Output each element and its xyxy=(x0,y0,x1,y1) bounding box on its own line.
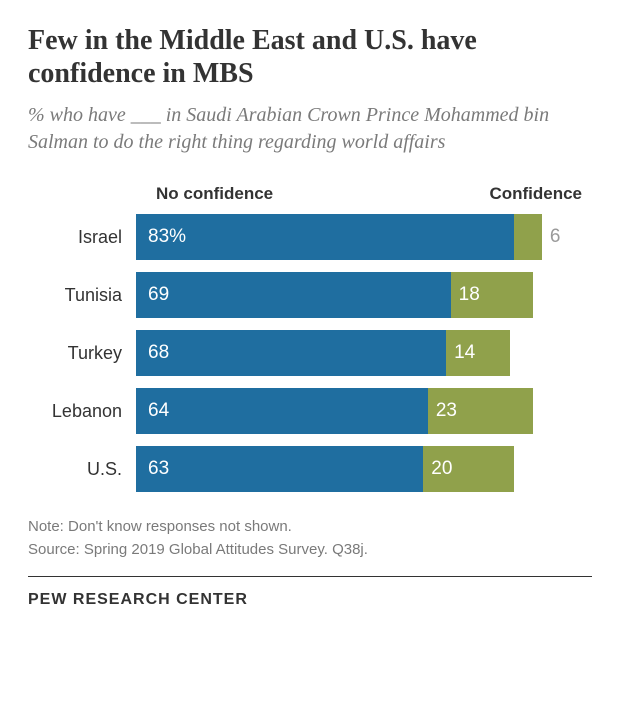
bar-row: U.S. 63 20 xyxy=(28,446,592,492)
bar-row: Israel 83% 6 xyxy=(28,214,592,260)
bar-wrap: 63 20 xyxy=(136,446,592,492)
legend-row: No confidence Confidence xyxy=(28,184,592,204)
country-label: Israel xyxy=(28,227,136,248)
bar-confidence: 23 xyxy=(428,388,533,434)
bar-wrap: 69 18 xyxy=(136,272,592,318)
bar-confidence: 18 xyxy=(451,272,533,318)
bar-no-confidence: 68 xyxy=(136,330,446,376)
confidence-value: 14 xyxy=(446,342,475,364)
chart-note: Note: Don't know responses not shown. xyxy=(28,516,592,537)
no-confidence-value: 83% xyxy=(148,226,186,248)
country-label: Lebanon xyxy=(28,401,136,422)
divider xyxy=(28,576,592,577)
country-label: Tunisia xyxy=(28,285,136,306)
bar-row: Lebanon 64 23 xyxy=(28,388,592,434)
chart-rows: Israel83%6Tunisia6918Turkey6814Lebanon64… xyxy=(28,214,592,492)
bar-wrap: 64 23 xyxy=(136,388,592,434)
no-confidence-value: 69 xyxy=(148,284,169,306)
bar-no-confidence: 69 xyxy=(136,272,451,318)
legend-confidence: Confidence xyxy=(366,184,592,204)
bar-confidence: 20 xyxy=(423,446,514,492)
no-confidence-value: 68 xyxy=(148,342,169,364)
no-confidence-value: 63 xyxy=(148,458,169,480)
chart-area: No confidence Confidence Israel 83% 6 Tunis… xyxy=(28,184,592,492)
bar-no-confidence: 63 xyxy=(136,446,423,492)
bar-no-confidence: 83% xyxy=(136,214,514,260)
chart-source: Source: Spring 2019 Global Attitudes Sur… xyxy=(28,539,592,560)
bar-confidence xyxy=(514,214,541,260)
confidence-value: 6 xyxy=(542,226,561,248)
confidence-value: 18 xyxy=(451,284,480,306)
bar-no-confidence: 64 xyxy=(136,388,428,434)
confidence-value: 23 xyxy=(428,400,457,422)
footer-attribution: PEW RESEARCH CENTER xyxy=(28,591,592,609)
bar-row: Turkey 68 14 xyxy=(28,330,592,376)
chart-title: Few in the Middle East and U.S. have con… xyxy=(28,24,592,90)
confidence-value: 20 xyxy=(423,458,452,480)
country-label: Turkey xyxy=(28,343,136,364)
bar-wrap: 83% 6 xyxy=(136,214,592,260)
no-confidence-value: 64 xyxy=(148,400,169,422)
legend-no-confidence: No confidence xyxy=(136,184,366,204)
bar-confidence: 14 xyxy=(446,330,510,376)
chart-subtitle: % who have ___ in Saudi Arabian Crown Pr… xyxy=(28,102,592,156)
bar-wrap: 68 14 xyxy=(136,330,592,376)
bar-row: Tunisia 69 18 xyxy=(28,272,592,318)
country-label: U.S. xyxy=(28,459,136,480)
